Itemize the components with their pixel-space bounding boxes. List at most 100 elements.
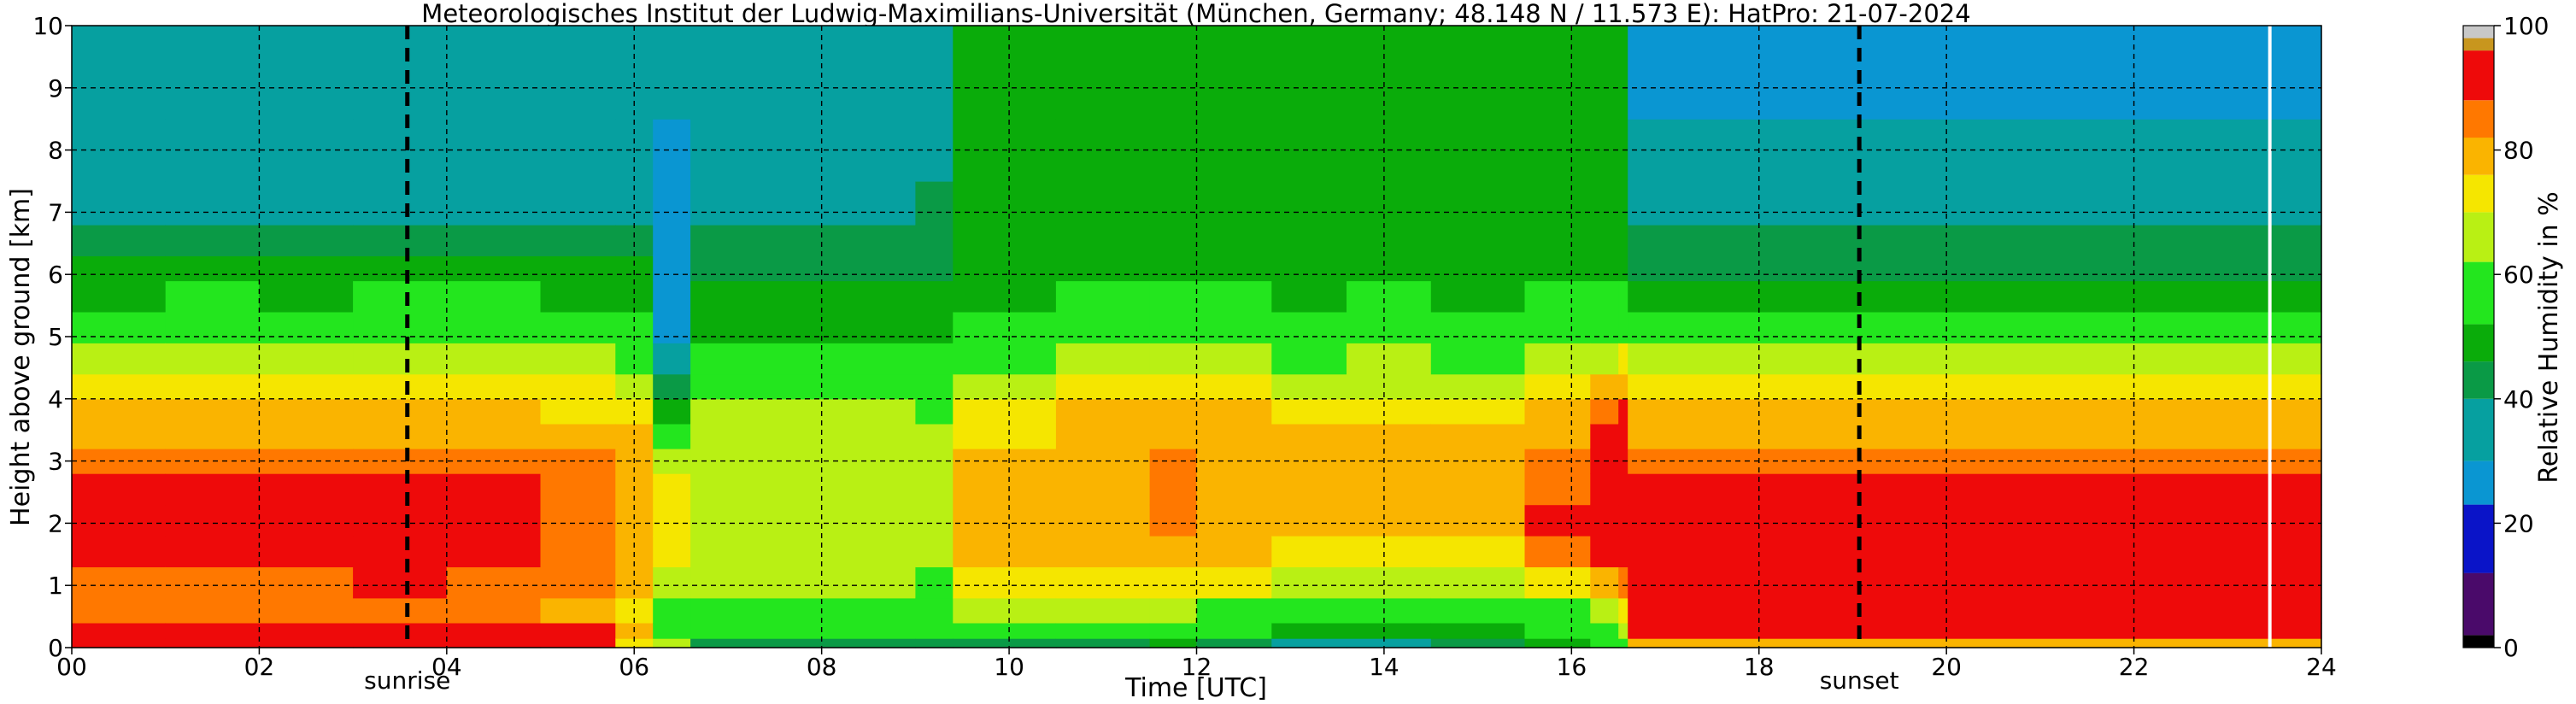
heatmap-cell [1149, 398, 1198, 425]
heatmap-cell [915, 566, 954, 599]
heatmap-cell [1618, 255, 1628, 282]
heatmap-cell [1618, 504, 1628, 537]
heatmap-cell [690, 398, 823, 425]
x-tick-label: 10 [994, 653, 1024, 681]
heatmap-cell [1628, 504, 2322, 537]
heatmap-cell [915, 473, 954, 506]
heatmap-cell [1055, 311, 1151, 343]
heatmap-cell [1618, 225, 1628, 256]
heatmap-cell [821, 622, 916, 639]
heatmap-cell [540, 597, 616, 624]
heatmap-cell [1271, 473, 1347, 506]
heatmap-cell [259, 255, 354, 282]
x-axis-ticks: 00 02 04 06 08 10 12 14 16 18 20 22 24 [56, 648, 2337, 681]
heatmap-cell [1149, 373, 1198, 400]
heatmap-cell [165, 622, 260, 639]
heatmap-cell [953, 343, 1057, 375]
heatmap-cell [1055, 181, 1151, 226]
heatmap-cell [1055, 536, 1151, 567]
heatmap-cell [72, 311, 167, 343]
x-tick-label: 24 [2306, 653, 2337, 681]
heatmap-cell [1430, 343, 1526, 375]
heatmap-cell [915, 225, 954, 256]
heatmap-cell [1628, 423, 2322, 449]
heatmap-cell [915, 597, 954, 624]
heatmap-cell [915, 536, 954, 567]
heatmap-cell [540, 398, 616, 425]
heatmap-cell [1590, 225, 1619, 256]
heatmap-cell [72, 398, 167, 425]
heatmap-cell [353, 343, 448, 375]
heatmap-cell [1271, 536, 1347, 567]
heatmap-cell [690, 473, 823, 506]
heatmap-cell [1590, 26, 1619, 120]
heatmap-cell [953, 536, 1057, 567]
heatmap-cell [915, 311, 954, 343]
x-tick-label: 18 [1744, 653, 1775, 681]
heatmap-cell [1196, 622, 1272, 639]
heatmap-cell [72, 181, 167, 226]
heatmap-cell [690, 504, 823, 537]
heatmap-cell [915, 638, 954, 648]
heatmap-cell [446, 536, 542, 567]
heatmap-cell [1149, 638, 1198, 648]
heatmap-cell [1628, 597, 2322, 624]
heatmap-cell [953, 26, 1057, 120]
heatmap-cell [1347, 343, 1432, 375]
heatmap-cell [72, 255, 167, 282]
heatmap-cell [353, 423, 448, 449]
heatmap-cell [1590, 566, 1619, 599]
heatmap-cell [1271, 26, 1347, 120]
heatmap-cell [1271, 343, 1347, 375]
heatmap-cell [821, 26, 916, 120]
heatmap-cell [821, 566, 916, 599]
heatmap-cell [653, 373, 691, 400]
heatmap-cell [953, 597, 1057, 624]
heatmap-cell [953, 638, 1057, 648]
colorbar-tick-label: 40 [2503, 385, 2534, 414]
heatmap-cell [1347, 473, 1432, 506]
heatmap-cell [915, 280, 954, 313]
heatmap-cell [540, 26, 616, 120]
heatmap-cell [1196, 423, 1272, 449]
heatmap-cell [1196, 373, 1272, 400]
heatmap-cell [1430, 225, 1526, 256]
colorbar-segment [2463, 504, 2494, 573]
heatmap-cell [690, 225, 823, 256]
heatmap-cell [72, 343, 167, 375]
x-tick-label: 06 [619, 653, 649, 681]
heatmap-cell [446, 26, 542, 120]
heatmap-cell [1430, 423, 1526, 449]
heatmap-cell [1196, 343, 1272, 375]
heatmap-cell [953, 566, 1057, 599]
colorbar-segment [2463, 572, 2494, 636]
heatmap-cell [1196, 181, 1272, 226]
heatmap-cell [821, 181, 916, 226]
heatmap-cell [353, 311, 448, 343]
colorbar-segment [2463, 361, 2494, 399]
heatmap-cell [653, 181, 691, 226]
x-tick-label: 02 [244, 653, 275, 681]
heatmap-cell [446, 597, 542, 624]
heatmap-cell [953, 473, 1057, 506]
heatmap-cell [259, 423, 354, 449]
heatmap-cell [1271, 504, 1347, 537]
heatmap-cell [1430, 181, 1526, 226]
heatmap-cell [353, 255, 448, 282]
colorbar-segment [2463, 261, 2494, 325]
heatmap-cell [1628, 373, 2322, 400]
y-tick-label: 7 [48, 198, 63, 226]
heatmap-cell [615, 225, 654, 256]
heatmap-cell [259, 536, 354, 567]
heatmap-cell [1271, 225, 1347, 256]
heatmap-cell [1196, 255, 1272, 282]
heatmap-cell [1590, 343, 1619, 375]
heatmap-cell [1590, 398, 1619, 425]
heatmap-cell [1430, 504, 1526, 537]
heatmap-cell [821, 343, 916, 375]
colorbar-segment [2463, 461, 2494, 505]
heatmap-cell [915, 26, 954, 120]
heatmap-cell [1590, 280, 1619, 313]
heatmap-cell [690, 449, 823, 474]
heatmap-cell [259, 622, 354, 639]
